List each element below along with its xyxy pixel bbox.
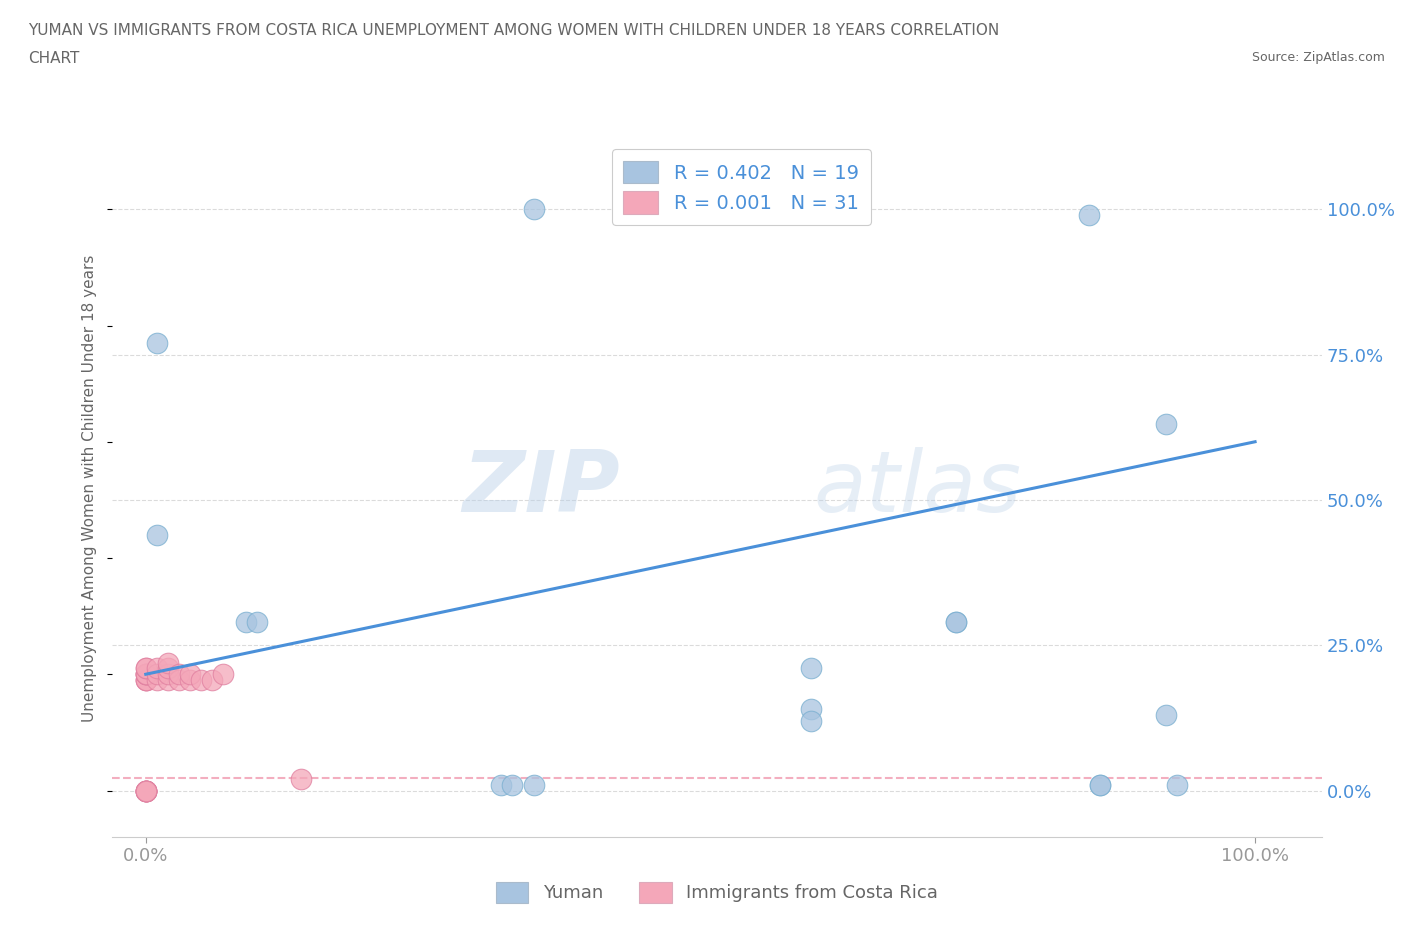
Point	[146, 527, 169, 542]
Point	[135, 667, 157, 682]
Point	[146, 336, 169, 351]
Point	[235, 615, 257, 630]
Point	[135, 661, 157, 676]
Point	[146, 672, 169, 687]
Point	[246, 615, 269, 630]
Point	[290, 772, 312, 787]
Point	[135, 783, 157, 798]
Point	[179, 667, 201, 682]
Point	[156, 661, 179, 676]
Point	[489, 777, 512, 792]
Point	[190, 672, 212, 687]
Point	[156, 667, 179, 682]
Point	[167, 672, 190, 687]
Legend: Yuman, Immigrants from Costa Rica: Yuman, Immigrants from Costa Rica	[486, 872, 948, 911]
Point	[1156, 417, 1178, 432]
Point	[523, 202, 546, 217]
Point	[135, 783, 157, 798]
Point	[167, 667, 190, 682]
Text: Source: ZipAtlas.com: Source: ZipAtlas.com	[1251, 51, 1385, 64]
Point	[945, 615, 967, 630]
Point	[135, 783, 157, 798]
Point	[135, 783, 157, 798]
Point	[1088, 777, 1111, 792]
Point	[146, 661, 169, 676]
Point	[135, 661, 157, 676]
Point	[135, 672, 157, 687]
Point	[135, 783, 157, 798]
Point	[146, 667, 169, 682]
Point	[800, 702, 823, 717]
Y-axis label: Unemployment Among Women with Children Under 18 years: Unemployment Among Women with Children U…	[82, 255, 97, 722]
Point	[945, 615, 967, 630]
Point	[179, 672, 201, 687]
Point	[135, 672, 157, 687]
Point	[135, 667, 157, 682]
Point	[135, 672, 157, 687]
Point	[1077, 207, 1099, 222]
Text: ZIP: ZIP	[463, 446, 620, 530]
Point	[501, 777, 523, 792]
Point	[135, 667, 157, 682]
Point	[523, 777, 546, 792]
Point	[135, 783, 157, 798]
Point	[1156, 708, 1178, 723]
Point	[156, 672, 179, 687]
Point	[800, 713, 823, 728]
Point	[135, 667, 157, 682]
Point	[1088, 777, 1111, 792]
Point	[800, 661, 823, 676]
Text: YUMAN VS IMMIGRANTS FROM COSTA RICA UNEMPLOYMENT AMONG WOMEN WITH CHILDREN UNDER: YUMAN VS IMMIGRANTS FROM COSTA RICA UNEM…	[28, 23, 1000, 38]
Point	[1166, 777, 1188, 792]
Point	[156, 656, 179, 671]
Text: atlas: atlas	[814, 446, 1022, 530]
Point	[201, 672, 224, 687]
Point	[135, 783, 157, 798]
Point	[212, 667, 235, 682]
Text: CHART: CHART	[28, 51, 80, 66]
